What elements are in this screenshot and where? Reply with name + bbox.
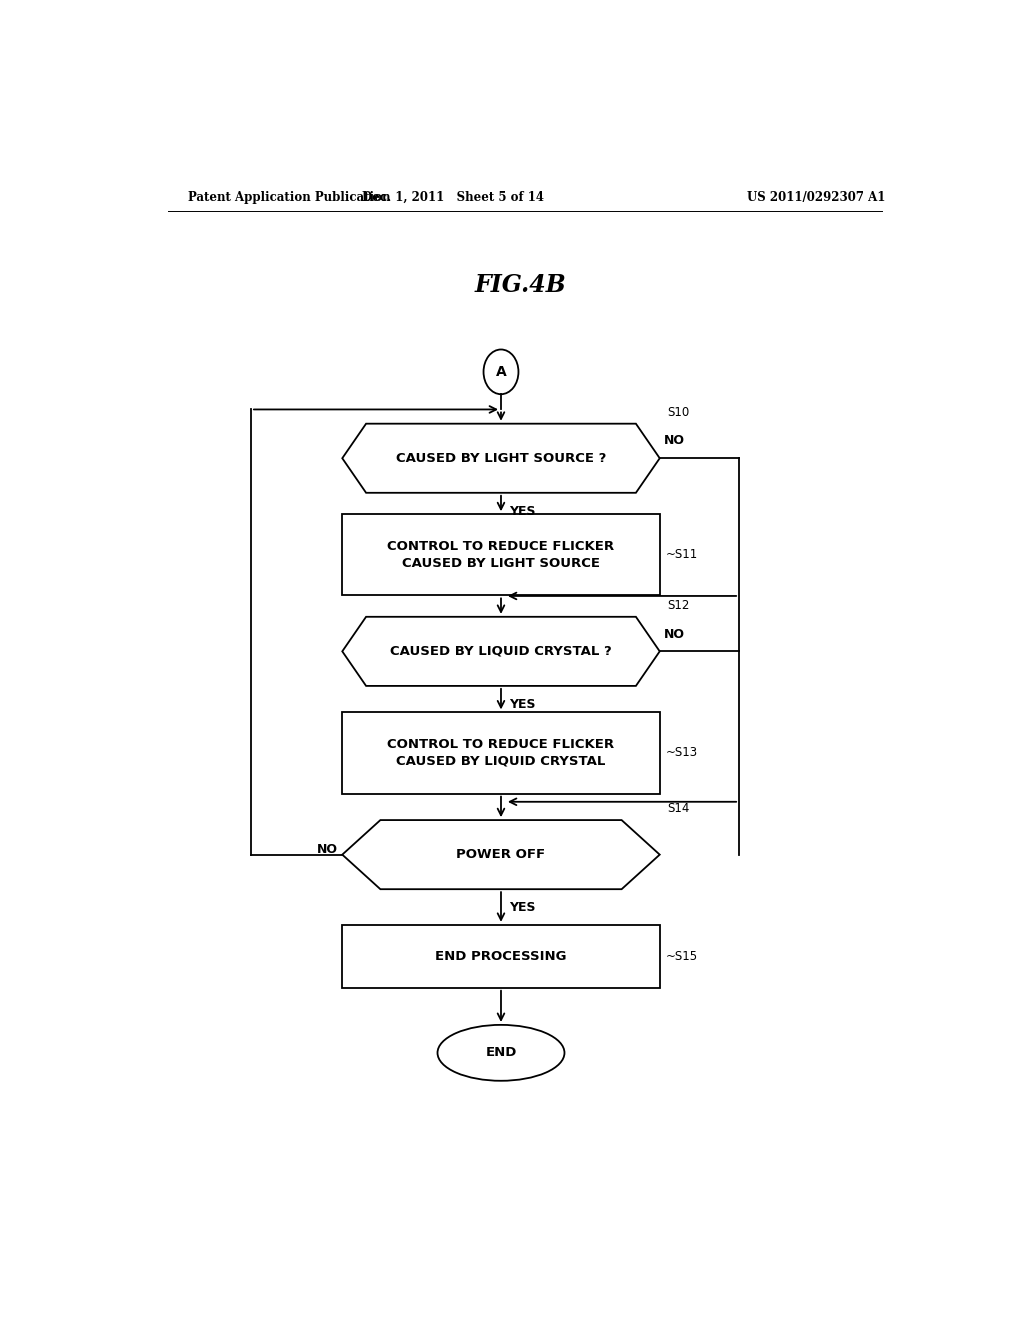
Text: END: END: [485, 1047, 517, 1060]
Text: YES: YES: [509, 902, 536, 915]
Text: S14: S14: [668, 803, 690, 814]
Text: S10: S10: [668, 405, 690, 418]
Text: CAUSED BY LIGHT SOURCE ?: CAUSED BY LIGHT SOURCE ?: [396, 451, 606, 465]
Text: Dec. 1, 2011   Sheet 5 of 14: Dec. 1, 2011 Sheet 5 of 14: [362, 190, 545, 203]
Text: NO: NO: [664, 627, 685, 640]
Text: NO: NO: [317, 843, 338, 857]
Text: YES: YES: [509, 506, 536, 517]
Text: Patent Application Publication: Patent Application Publication: [187, 190, 390, 203]
Text: CONTROL TO REDUCE FLICKER
CAUSED BY LIQUID CRYSTAL: CONTROL TO REDUCE FLICKER CAUSED BY LIQU…: [387, 738, 614, 768]
Text: YES: YES: [509, 698, 536, 711]
Text: CAUSED BY LIQUID CRYSTAL ?: CAUSED BY LIQUID CRYSTAL ?: [390, 645, 612, 657]
Text: CONTROL TO REDUCE FLICKER
CAUSED BY LIGHT SOURCE: CONTROL TO REDUCE FLICKER CAUSED BY LIGH…: [387, 540, 614, 570]
Text: END PROCESSING: END PROCESSING: [435, 950, 566, 962]
Text: ~S15: ~S15: [666, 950, 698, 962]
Text: FIG.4B: FIG.4B: [475, 273, 566, 297]
Text: S12: S12: [668, 599, 690, 611]
Text: NO: NO: [664, 434, 685, 447]
Text: POWER OFF: POWER OFF: [457, 849, 546, 861]
Text: ~S13: ~S13: [666, 747, 698, 759]
Text: US 2011/0292307 A1: US 2011/0292307 A1: [748, 190, 886, 203]
Text: A: A: [496, 364, 506, 379]
Text: ~S11: ~S11: [666, 548, 698, 561]
